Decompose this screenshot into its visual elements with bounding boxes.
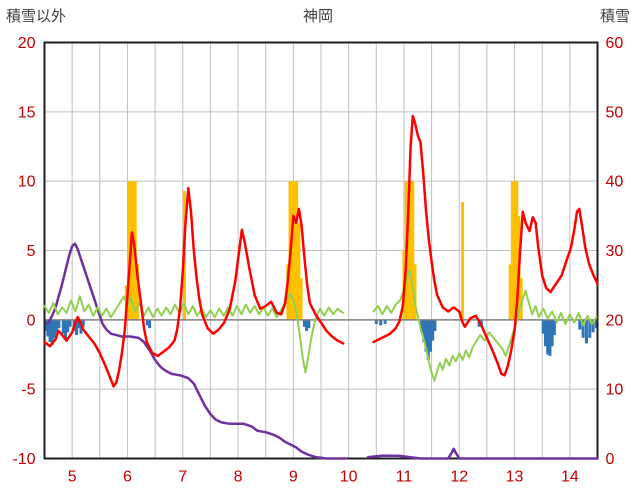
y-right-tick-label: 10 (606, 382, 624, 399)
orange-bars-bar (513, 181, 517, 320)
blue-bars-bar (145, 319, 149, 326)
blue-bars-bar (541, 319, 545, 334)
y-right-tick-label: 0 (606, 451, 615, 468)
purple-line (366, 447, 599, 460)
blue-bars-bar (426, 319, 430, 361)
blue-bars-bar (148, 319, 152, 329)
blue-bars-bar (57, 319, 61, 329)
orange-bars-bar (297, 222, 301, 320)
blue-bars-bar (550, 319, 554, 347)
orange-bars-bar (413, 264, 417, 320)
orange-bars-bar (135, 264, 139, 320)
blue-bars-bar (52, 319, 56, 338)
blue-bars-bar (66, 319, 70, 333)
blue-bars-bar (422, 319, 426, 343)
y-left-tick-label: 0 (27, 312, 36, 329)
x-tick-label: 12 (450, 469, 468, 486)
y-left-tick-label: 5 (27, 243, 36, 260)
y-right-tick-label: 50 (606, 104, 624, 121)
purple-line (46, 242, 348, 460)
blue-bars-bar (44, 319, 48, 331)
blue-bars-bar (594, 319, 598, 329)
x-tick-label: 13 (506, 469, 524, 486)
blue-bars-bar (383, 319, 387, 324)
blue-bars-bar (61, 319, 65, 334)
blue-bars-bar (46, 319, 50, 337)
blue-bars-bar (302, 319, 306, 327)
blue-bars-bar (591, 319, 595, 333)
orange-bars-bar (519, 278, 523, 320)
blue-bars-bar (75, 319, 79, 336)
blue-bars-bar (305, 319, 309, 331)
orange-bars-bar (411, 181, 415, 320)
orange-bars-bar (406, 181, 410, 320)
y-left-tick-label: 15 (18, 104, 36, 121)
blue-bars-bar (433, 319, 437, 331)
orange-bars-bar (515, 181, 519, 320)
blue-bars-bar (544, 319, 548, 347)
blue-bars-bar (64, 319, 68, 340)
green-line (372, 268, 598, 382)
left-axis-title: 積雪以外 (6, 8, 67, 25)
orange-bars-bar (127, 181, 131, 320)
green-line (43, 292, 345, 374)
blue-bars-bar (548, 319, 552, 356)
blue-bars-bar (374, 319, 378, 324)
orange-bars-bar (461, 201, 465, 320)
orange-bars-bar (510, 181, 514, 320)
red-line (43, 186, 345, 388)
x-tick-label: 9 (289, 469, 298, 486)
blue-bars-bar (552, 319, 556, 336)
x-tick-label: 14 (561, 469, 579, 486)
right-axis-title: 積雪 (599, 8, 630, 25)
blue-bars-bar (578, 319, 582, 330)
orange-bars-bar (508, 264, 512, 320)
blue-bars-bar (379, 319, 383, 326)
x-tick-label: 5 (68, 469, 77, 486)
blue-bars-bar (420, 319, 424, 333)
orange-bars-bar (299, 278, 303, 320)
orange-bars-bar (409, 181, 413, 320)
y-right-tick-label: 40 (606, 174, 624, 191)
blue-bars-bar (428, 319, 432, 352)
chart-title: 神岡 (302, 8, 333, 25)
orange-bars-bar (131, 181, 135, 320)
red-line (372, 114, 599, 377)
blue-bars-bar (431, 319, 435, 341)
y-left-tick-label: 20 (18, 35, 36, 52)
orange-bars-bar (290, 181, 294, 320)
y-left-tick-label: 10 (18, 174, 36, 191)
blue-bars-bar (581, 319, 585, 338)
blue-bars-bar (50, 319, 54, 345)
x-tick-label: 10 (340, 469, 358, 486)
orange-bars-bar (295, 181, 299, 320)
blue-bars-bar (48, 319, 52, 343)
blue-bars-bar (479, 319, 483, 326)
blue-bars-bar (546, 319, 550, 355)
blue-bars-bar (307, 319, 311, 329)
y-left-tick-label: -5 (21, 382, 35, 399)
y-right-tick-label: 20 (606, 312, 624, 329)
orange-bars-bar (292, 181, 296, 320)
x-tick-label: 6 (123, 469, 132, 486)
x-tick-label: 11 (396, 469, 413, 486)
y-right-tick-label: 30 (606, 243, 624, 260)
blue-bars-bar (424, 319, 428, 352)
y-right-tick-label: 60 (606, 35, 624, 52)
orange-bars-bar (286, 264, 290, 320)
blue-bars-bar (588, 319, 592, 338)
blue-bars-bar (55, 319, 59, 333)
blue-bars-bar (77, 319, 81, 329)
y-left-tick-label: -10 (12, 451, 35, 468)
x-tick-label: 8 (234, 469, 243, 486)
blue-bars-bar (68, 319, 72, 327)
blue-bars-bar (81, 319, 85, 327)
blue-bars-bar (584, 319, 588, 344)
x-tick-label: 7 (178, 469, 187, 486)
